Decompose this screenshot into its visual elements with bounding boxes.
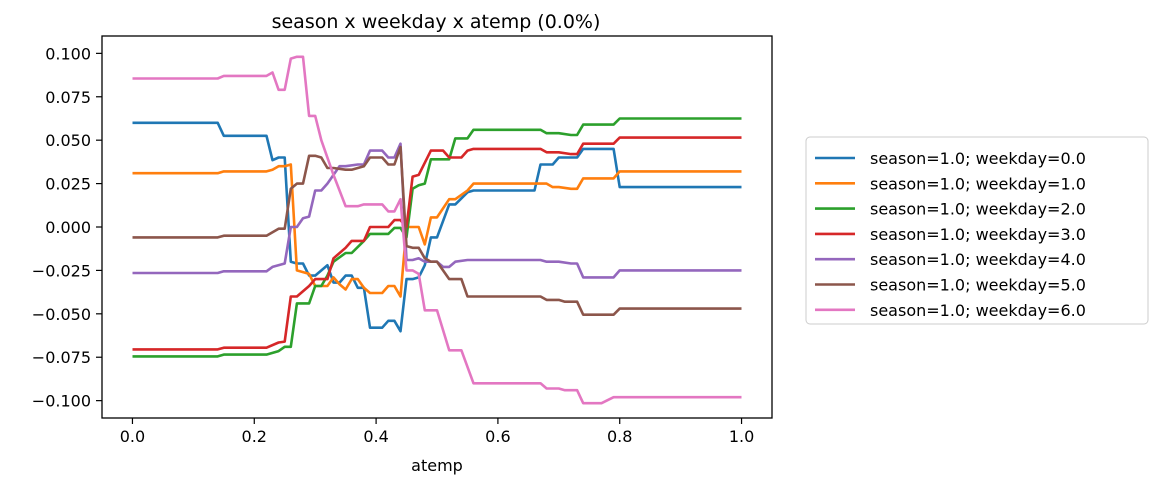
series-line-weekday-3 — [132, 136, 742, 351]
series-line-weekday-1 — [132, 163, 742, 298]
y-tick-label: −0.050 — [32, 305, 91, 324]
legend-label: season=1.0; weekday=5.0 — [870, 276, 1086, 295]
legend-label: season=1.0; weekday=3.0 — [870, 225, 1086, 244]
x-tick-label: 0.4 — [363, 427, 388, 446]
y-tick-label: −0.100 — [32, 392, 91, 411]
x-tick-label: 0.0 — [120, 427, 145, 446]
legend-label: season=1.0; weekday=2.0 — [870, 200, 1086, 219]
x-axis-label: atemp — [411, 456, 463, 475]
y-tick-label: −0.025 — [32, 261, 91, 280]
series-line-weekday-4 — [132, 142, 742, 279]
series-line-weekday-5 — [132, 145, 742, 317]
y-tick-label: 0.050 — [45, 131, 91, 150]
x-axis: 0.0 0.2 0.4 0.6 0.8 1.0 — [120, 418, 754, 446]
legend-box — [805, 136, 1149, 325]
series-line-weekday-6 — [132, 55, 742, 405]
series-line-weekday-2 — [132, 117, 742, 358]
chart-title: season x weekday x atemp (0.0%) — [272, 11, 601, 33]
x-tick-label: 0.6 — [485, 427, 510, 446]
y-tick-label: 0.075 — [45, 88, 91, 107]
x-tick-label: 0.2 — [242, 427, 267, 446]
y-tick-label: −0.075 — [32, 348, 91, 367]
x-tick-label: 0.8 — [607, 427, 632, 446]
y-tick-label: 0.100 — [45, 44, 91, 63]
y-tick-label: 0.025 — [45, 175, 91, 194]
y-axis: 0.100 0.075 0.050 0.025 0.000 −0.025 −0.050 −0.… — [32, 44, 102, 411]
series-line-weekday-0 — [132, 121, 742, 333]
legend: season=1.0; weekday=0.0 season=1.0; weekd… — [805, 136, 1149, 325]
legend-label: season=1.0; weekday=1.0 — [870, 174, 1086, 193]
x-tick-label: 1.0 — [729, 427, 754, 446]
legend-label: season=1.0; weekday=6.0 — [870, 301, 1086, 320]
y-tick-label: 0.000 — [45, 218, 91, 237]
legend-label: season=1.0; weekday=4.0 — [870, 250, 1086, 269]
plot-lines — [132, 55, 742, 405]
legend-label: season=1.0; weekday=0.0 — [870, 149, 1086, 168]
